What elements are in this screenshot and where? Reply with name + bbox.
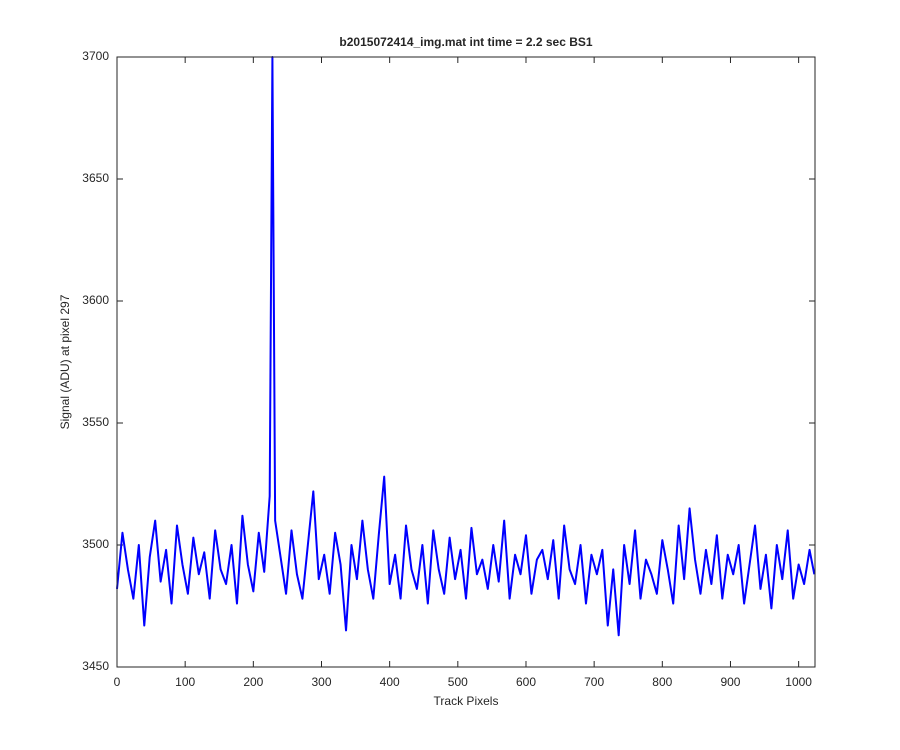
plot-frame: [116, 56, 816, 668]
y-tick-label: 3650: [82, 171, 109, 185]
x-axis-label: Track Pixels: [434, 694, 499, 708]
x-tick-label: 800: [652, 675, 672, 689]
y-tick-label: 3450: [82, 659, 109, 673]
y-tick-label: 3550: [82, 415, 109, 429]
y-tick-label: 3600: [82, 293, 109, 307]
y-tick-label: 3500: [82, 537, 109, 551]
x-tick-label: 100: [175, 675, 195, 689]
x-tick-label: 500: [448, 675, 468, 689]
y-axis-label: Signal (ADU) at pixel 297: [58, 294, 72, 429]
x-tick-label: 600: [516, 675, 536, 689]
x-tick-label: 1000: [785, 675, 812, 689]
x-tick-label: 900: [720, 675, 740, 689]
x-tick-label: 400: [380, 675, 400, 689]
x-tick-label: 0: [114, 675, 121, 689]
x-tick-label: 300: [311, 675, 331, 689]
y-tick-label: 3700: [82, 49, 109, 63]
x-tick-label: 700: [584, 675, 604, 689]
chart-title: b2015072414_img.mat int time = 2.2 sec B…: [339, 35, 592, 49]
data-line: [116, 56, 816, 637]
x-tick-label: 200: [243, 675, 263, 689]
